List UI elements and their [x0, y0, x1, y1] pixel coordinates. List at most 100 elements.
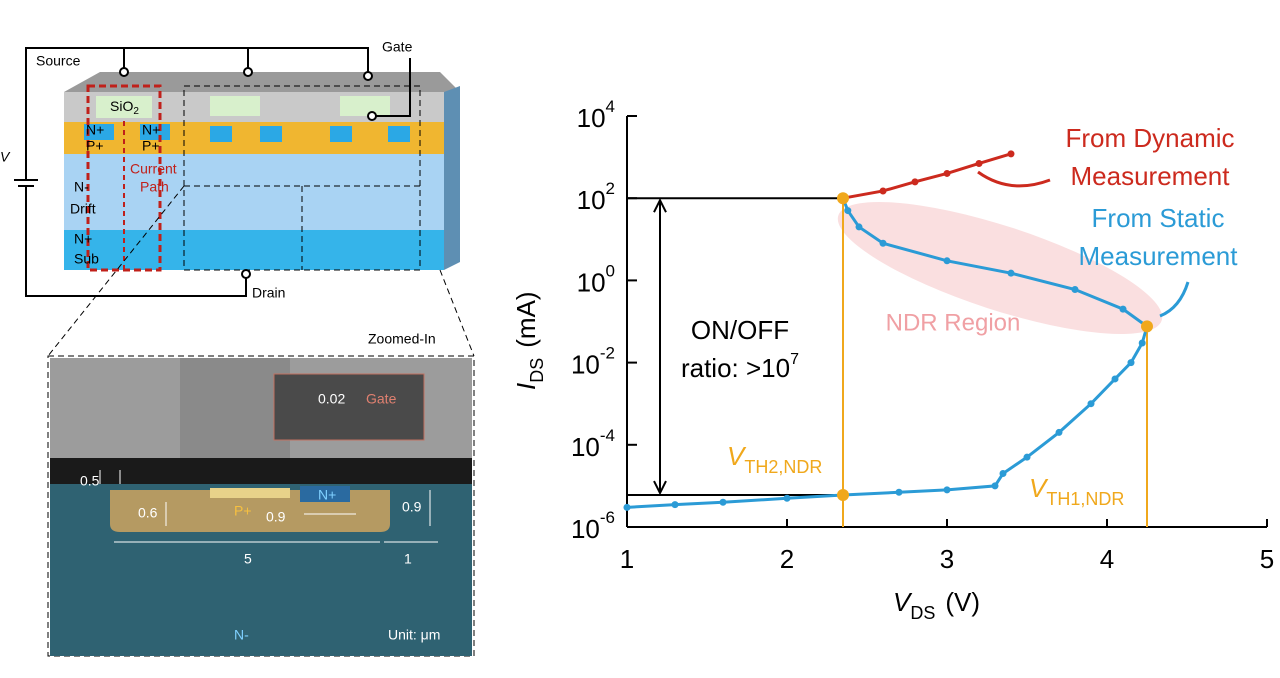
- x-tick-label: 4: [1100, 544, 1114, 574]
- y-tick-exp: 4: [606, 97, 615, 116]
- data-point: [783, 494, 791, 502]
- arrow-head: [653, 197, 667, 213]
- threshold-v: V: [727, 441, 747, 471]
- label: N-: [234, 627, 249, 643]
- label: N-: [74, 179, 89, 195]
- label: 0.9: [402, 499, 422, 515]
- threshold-label: VTH2,NDR: [727, 441, 822, 477]
- y-tick-label: 104: [577, 97, 615, 132]
- label: Gate: [366, 391, 397, 407]
- label: P+: [234, 503, 252, 519]
- label: Current: [130, 161, 177, 177]
- y-tick-base: 10: [571, 432, 600, 462]
- data-point: [975, 159, 983, 167]
- y-tick-exp: -6: [600, 508, 615, 527]
- data-point: [1138, 339, 1146, 347]
- y-tick-label: 102: [577, 180, 615, 215]
- y-tick-label: 10-6: [571, 508, 615, 543]
- x-axis-label: VDS (V): [893, 587, 980, 623]
- data-point: [719, 498, 727, 506]
- y-tick-base: 10: [571, 349, 600, 379]
- data-point: [999, 470, 1007, 478]
- x-tick-label: 5: [1260, 544, 1274, 574]
- label: Path: [140, 179, 169, 195]
- data-point: [879, 239, 887, 247]
- y-tick-label: 100: [577, 262, 615, 297]
- label: 1: [404, 551, 412, 567]
- label: 5: [244, 551, 252, 567]
- label: N+: [318, 487, 336, 503]
- arrow-head: [653, 480, 667, 496]
- y-tick-exp: -4: [600, 426, 615, 445]
- y-tick-base: 10: [577, 185, 606, 215]
- label: N+: [86, 122, 104, 138]
- y-axis-label: IDS(mA): [511, 291, 547, 390]
- data-point: [1127, 359, 1135, 367]
- sem-image: Zoomed-In 0.02 Gate 0.5 N+ 0.6 P+ 0.9 0.…: [47, 331, 475, 657]
- data-point: [671, 501, 679, 509]
- data-point: [1055, 428, 1063, 436]
- data-point: [895, 488, 903, 496]
- label: N+: [74, 231, 92, 247]
- data-point: [1007, 150, 1015, 158]
- annotation: ratio: >107: [681, 351, 799, 383]
- annotation: From Static: [1092, 203, 1225, 233]
- series-line: [626, 197, 1149, 509]
- y-tick-base: 10: [571, 514, 600, 544]
- label: P+: [142, 138, 160, 154]
- label: 0.9: [266, 509, 286, 525]
- data-point: [1087, 400, 1095, 408]
- threshold-v: V: [1029, 473, 1049, 503]
- threshold-sub: TH2,NDR: [744, 457, 822, 477]
- label: N+: [142, 122, 160, 138]
- data-point: [623, 503, 631, 511]
- label: 0.6: [138, 505, 158, 521]
- data-point: [844, 207, 852, 215]
- device-schematic: Source Gate V SiO2 N+ N+ P+ P+ Current P…: [0, 39, 475, 357]
- data-point: [1071, 286, 1079, 294]
- ndr-region: [837, 202, 1163, 334]
- label: Drain: [252, 285, 285, 301]
- data-point: [1007, 269, 1015, 277]
- y-tick-label: 10-2: [571, 344, 615, 379]
- annotation: NDR Region: [886, 309, 1021, 336]
- annotation: Measurement: [1079, 241, 1239, 271]
- y-tick-base: 10: [577, 103, 606, 133]
- arrow: [977, 170, 1051, 188]
- data-point: [943, 169, 951, 177]
- x-tick-label: 2: [780, 544, 794, 574]
- y-tick-label: 10-4: [571, 426, 615, 461]
- data-point: [911, 178, 919, 186]
- label: V: [0, 149, 11, 165]
- data-point: [1023, 453, 1031, 461]
- y-tick-exp: 0: [606, 262, 615, 281]
- x-tick-label: 3: [940, 544, 954, 574]
- arrow: [1159, 281, 1190, 318]
- label: 0.02: [318, 391, 345, 407]
- data-point: [943, 257, 951, 265]
- threshold-label: VTH1,NDR: [1029, 473, 1124, 509]
- data-point: [991, 482, 999, 490]
- label: Sub: [74, 251, 99, 267]
- threshold-marker: [837, 489, 849, 502]
- data-point: [1119, 305, 1127, 313]
- threshold-marker: [1141, 320, 1153, 333]
- data-point: [855, 223, 863, 231]
- data-point: [943, 486, 951, 494]
- label: Zoomed-In: [368, 331, 436, 347]
- label: SiO2: [110, 98, 139, 117]
- y-tick-exp: -2: [600, 344, 615, 363]
- threshold-marker: [837, 192, 849, 205]
- annotation: ON/OFF: [691, 315, 789, 345]
- data-point: [1111, 375, 1119, 383]
- x-tick-label: 1: [620, 544, 634, 574]
- label: P+: [86, 138, 104, 154]
- series-line: [842, 152, 1012, 200]
- annotation: Measurement: [1071, 161, 1231, 191]
- label: 0.5: [80, 473, 100, 489]
- label: Unit: μm: [388, 627, 440, 643]
- y-tick-exp: 2: [606, 180, 615, 199]
- y-tick-base: 10: [577, 267, 606, 297]
- label: Drift: [70, 201, 96, 217]
